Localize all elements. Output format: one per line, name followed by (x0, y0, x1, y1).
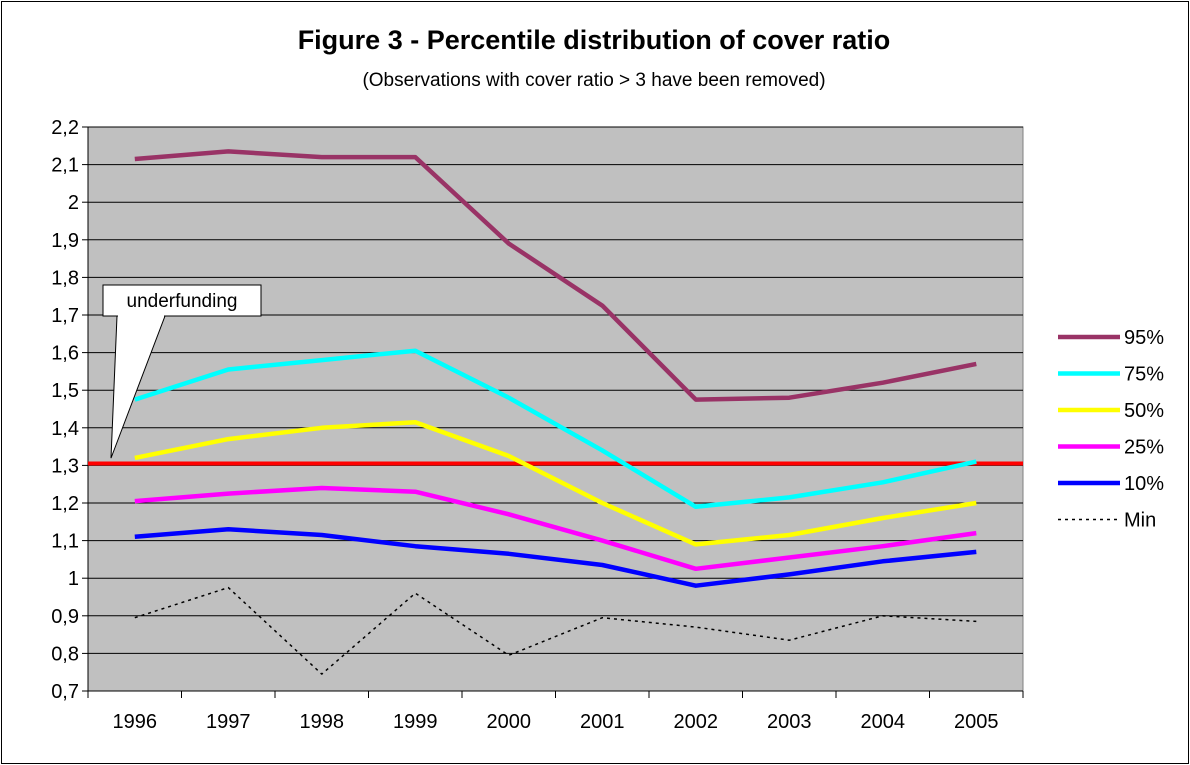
y-tick-label: 1,5 (51, 380, 79, 402)
series-line-50pct (134, 419, 977, 547)
callout-box (102, 284, 262, 317)
legend-label: Min (1124, 510, 1156, 532)
legend: 95% 75% 50% 25% 10% Min (1058, 327, 1164, 532)
x-tick-label: 1996 (113, 711, 158, 733)
y-tick-label: 0,7 (51, 681, 79, 703)
chart-subtitle: (Observations with cover ratio > 3 have … (362, 70, 825, 91)
legend-label: 10% (1124, 473, 1164, 495)
x-tick-label: 2000 (487, 711, 532, 733)
x-tick-label: 2003 (767, 711, 812, 733)
series-line-75pct (134, 348, 977, 510)
x-tick-label: 1999 (393, 711, 438, 733)
plot-area: 0,7 0,8 0,9 1 1,1 1,2 1,3 1,4 1,5 1,6 1,7 1,8 1,9 2 2,… (51, 117, 1024, 733)
y-tick-label: 2 (68, 192, 79, 214)
x-tick-label: 1998 (300, 711, 345, 733)
y-tick-label: 1 (68, 568, 79, 590)
x-tick-label: 2005 (954, 711, 999, 733)
x-tick-label: 1997 (206, 711, 251, 733)
series-line-10pct (134, 527, 977, 588)
y-tick-label: 1,1 (51, 531, 79, 553)
series-line-25pct (134, 485, 977, 572)
y-tick-label: 0,8 (51, 643, 79, 665)
x-tick-label: 2001 (580, 711, 625, 733)
y-tick-label: 1,9 (51, 230, 79, 252)
y-tick-label: 2,1 (51, 155, 79, 177)
underfunding-callout: underfunding (102, 284, 262, 459)
plot-background (87, 126, 1024, 692)
y-tick-label: 0,9 (51, 606, 79, 628)
y-tick-label: 1,8 (51, 267, 79, 289)
legend-label: 95% (1124, 327, 1164, 349)
series-line-95pct (134, 149, 977, 402)
x-tick-label: 2002 (674, 711, 719, 733)
legend-label: 50% (1124, 400, 1164, 422)
legend-label: 75% (1124, 364, 1164, 386)
series-line-min (134, 586, 977, 675)
y-tick-label: 1,4 (51, 418, 79, 440)
legend-label: 25% (1124, 437, 1164, 459)
y-tick-label: 1,3 (51, 455, 79, 477)
y-tick-label: 2,2 (51, 117, 79, 139)
chart-title: Figure 3 - Percentile distribution of co… (298, 25, 891, 55)
y-tick-label: 1,7 (51, 305, 79, 327)
y-tick-label: 1,6 (51, 343, 79, 365)
x-tick-label: 2004 (861, 711, 906, 733)
y-tick-label: 1,2 (51, 493, 79, 515)
callout-text: underfunding (127, 291, 238, 312)
